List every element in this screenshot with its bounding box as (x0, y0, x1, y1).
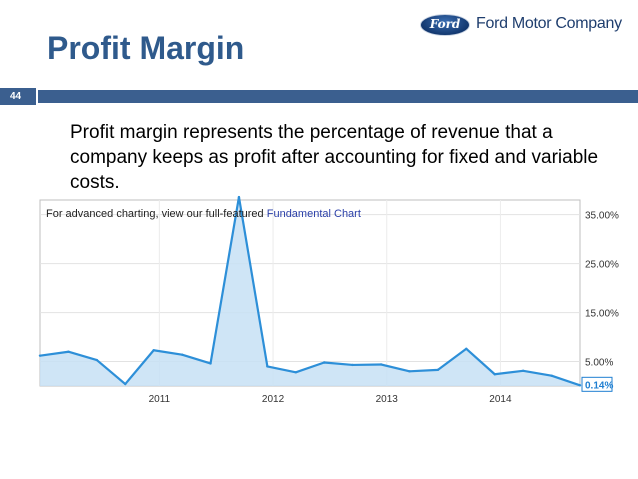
data-point (294, 371, 297, 374)
data-point (209, 362, 212, 365)
data-point (38, 354, 42, 357)
x-tick-label: 2014 (489, 394, 512, 405)
data-point (436, 368, 440, 372)
series-line (39, 195, 581, 387)
ford-logo: Ford Ford Motor Company (420, 13, 630, 37)
current-value-box (581, 376, 613, 392)
chart-note: For advanced charting, view our full-fea… (46, 208, 361, 220)
y-tick-label: 35.00% (585, 211, 619, 222)
data-point (493, 373, 496, 376)
y-tick-label: 15.00% (585, 309, 619, 320)
plot-frame (39, 199, 581, 387)
current-value-label: 0.14% (585, 380, 613, 391)
chart-note-text: For advanced charting, view our full-fea… (46, 208, 264, 220)
company-name: Ford Motor Company (476, 15, 622, 32)
data-point (124, 382, 127, 386)
data-point (550, 374, 553, 377)
x-tick-label: 2011 (149, 394, 171, 405)
data-point (237, 195, 241, 199)
data-point (379, 363, 383, 366)
data-point (408, 370, 411, 373)
data-point (152, 349, 155, 352)
y-tick-label: 5.00% (585, 358, 613, 369)
title-divider-bar (38, 90, 638, 103)
slide-number: 44 (0, 88, 36, 105)
slide-body-text: Profit margin represents the percentage … (70, 122, 599, 193)
chart-canvas: 5.00% 15.00% 25.00% 35.00% 2011 2012 2013 2014 0… (38, 195, 619, 405)
data-point (67, 350, 70, 353)
series-area (40, 197, 580, 386)
data-point (180, 353, 184, 356)
fundamental-chart-link[interactable]: Fundamental Chart (266, 208, 361, 220)
x-tick-label: 2012 (262, 394, 285, 405)
data-point (351, 363, 354, 367)
data-point (578, 384, 582, 387)
data-point (95, 358, 99, 362)
ford-oval-emblem: Ford (420, 14, 470, 36)
data-point (465, 347, 468, 350)
data-point (266, 365, 269, 368)
profit-margin-chart: 5.00% 15.00% 25.00% 35.00% 2011 2012 2013 2014 0… (38, 195, 638, 410)
y-tick-label: 25.00% (585, 260, 619, 271)
slide-title: Profit Margin (47, 30, 245, 66)
data-point (521, 369, 525, 373)
data-point (323, 361, 326, 364)
x-tick-label: 2013 (376, 394, 399, 405)
